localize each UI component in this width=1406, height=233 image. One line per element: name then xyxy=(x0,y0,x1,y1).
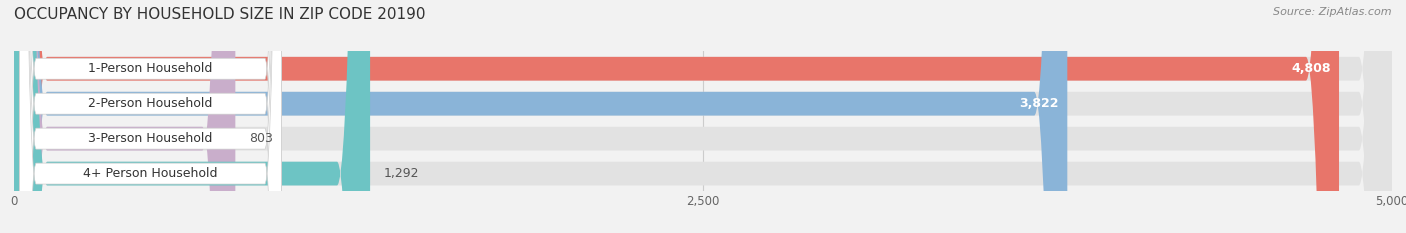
Text: Source: ZipAtlas.com: Source: ZipAtlas.com xyxy=(1274,7,1392,17)
Text: 1,292: 1,292 xyxy=(384,167,419,180)
Text: 4+ Person Household: 4+ Person Household xyxy=(83,167,218,180)
Text: 1-Person Household: 1-Person Household xyxy=(89,62,212,75)
FancyBboxPatch shape xyxy=(20,0,281,233)
FancyBboxPatch shape xyxy=(20,0,281,233)
FancyBboxPatch shape xyxy=(14,0,1392,233)
FancyBboxPatch shape xyxy=(14,0,1392,233)
FancyBboxPatch shape xyxy=(14,0,1392,233)
FancyBboxPatch shape xyxy=(14,0,235,233)
Text: 3,822: 3,822 xyxy=(1019,97,1059,110)
FancyBboxPatch shape xyxy=(14,0,1067,233)
FancyBboxPatch shape xyxy=(14,0,1339,233)
Text: 2-Person Household: 2-Person Household xyxy=(89,97,212,110)
FancyBboxPatch shape xyxy=(20,0,281,233)
FancyBboxPatch shape xyxy=(14,0,1392,233)
Text: 4,808: 4,808 xyxy=(1291,62,1330,75)
Text: 3-Person Household: 3-Person Household xyxy=(89,132,212,145)
Text: 803: 803 xyxy=(249,132,273,145)
Text: OCCUPANCY BY HOUSEHOLD SIZE IN ZIP CODE 20190: OCCUPANCY BY HOUSEHOLD SIZE IN ZIP CODE … xyxy=(14,7,426,22)
FancyBboxPatch shape xyxy=(14,0,370,233)
FancyBboxPatch shape xyxy=(20,0,281,233)
